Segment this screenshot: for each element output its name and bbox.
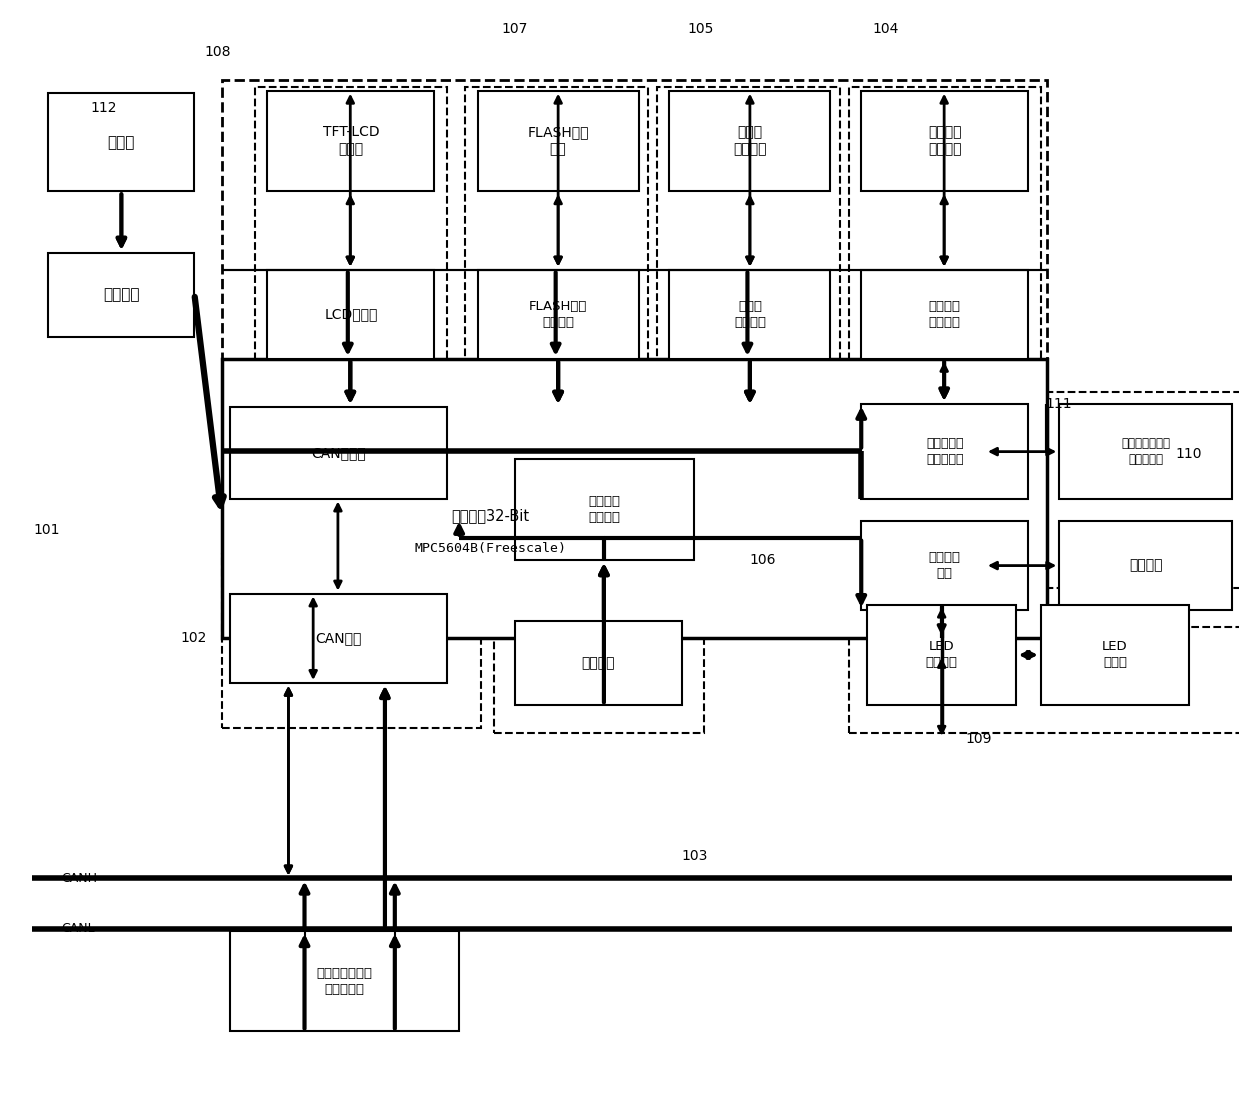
Bar — [465, 87, 649, 375]
Text: 106: 106 — [749, 553, 775, 567]
Text: 电源模块: 电源模块 — [103, 287, 140, 302]
Bar — [862, 91, 1028, 192]
Bar — [670, 270, 831, 358]
Text: 112: 112 — [91, 101, 118, 114]
Bar — [670, 91, 831, 192]
Bar — [477, 91, 639, 192]
Bar — [268, 270, 434, 358]
Text: CAN芯片: CAN芯片 — [315, 632, 362, 645]
Bar — [849, 392, 1240, 627]
Bar — [222, 358, 1047, 638]
Text: 蜂鸣器
控制电路: 蜂鸣器 控制电路 — [733, 125, 766, 157]
Bar — [862, 270, 1028, 358]
Text: 硬线信号
采集引脚: 硬线信号 采集引脚 — [589, 495, 620, 524]
Text: CAN控制器: CAN控制器 — [311, 446, 366, 459]
Text: CANH: CANH — [61, 871, 97, 885]
Bar — [862, 521, 1028, 610]
Bar — [268, 91, 434, 192]
Text: 步进电机
驱动指针: 步进电机 驱动指针 — [928, 125, 961, 157]
Bar — [222, 80, 1047, 381]
Bar — [849, 87, 1040, 375]
Bar — [231, 594, 446, 683]
Bar — [1059, 403, 1233, 498]
Bar — [1059, 521, 1233, 610]
Text: MPC5604B(Freescale): MPC5604B(Freescale) — [414, 542, 567, 556]
Text: 110: 110 — [1176, 447, 1203, 460]
Text: TFT-LCD
显示屏: TFT-LCD 显示屏 — [322, 125, 379, 157]
Text: 主控芯甇32-Bit: 主控芯甇32-Bit — [451, 507, 529, 523]
Bar — [231, 407, 446, 498]
Text: 103: 103 — [681, 849, 708, 864]
Bar — [1040, 605, 1189, 706]
Bar — [657, 87, 841, 375]
Text: 102: 102 — [180, 632, 206, 645]
Bar — [231, 931, 459, 1032]
Text: CANL: CANL — [61, 922, 94, 935]
Text: LED
信号灯: LED 信号灯 — [1102, 641, 1127, 670]
Bar — [515, 622, 682, 706]
Bar — [849, 588, 1240, 734]
Text: 蓄电池: 蓄电池 — [108, 134, 135, 150]
Text: 硬线信号: 硬线信号 — [582, 656, 615, 671]
Bar — [48, 253, 195, 336]
Text: FLASH存储
芯片: FLASH存储 芯片 — [527, 125, 589, 157]
Bar — [48, 93, 195, 192]
Text: 汽车上传感器采
集信号模块: 汽车上传感器采 集信号模块 — [316, 967, 373, 996]
Text: 111: 111 — [1045, 396, 1073, 411]
Bar — [862, 403, 1028, 498]
Text: LCD控制器: LCD控制器 — [324, 307, 378, 321]
Bar — [494, 566, 704, 734]
Bar — [222, 554, 481, 728]
Text: 步进电机
控制引脚: 步进电机 控制引脚 — [929, 300, 961, 328]
Text: 按键电路: 按键电路 — [1130, 559, 1163, 572]
Text: 蜂鸣器
控制引脚: 蜂鸣器 控制引脚 — [734, 300, 766, 328]
Text: 段码液晶芯片驱
动段码液晶: 段码液晶芯片驱 动段码液晶 — [1121, 437, 1171, 466]
Bar — [255, 87, 446, 375]
Text: 104: 104 — [873, 22, 899, 36]
Text: FLASH芯片
控制引脚: FLASH芯片 控制引脚 — [529, 300, 588, 328]
Text: LED
驱动芯片: LED 驱动芯片 — [926, 641, 957, 670]
Text: 101: 101 — [33, 523, 61, 536]
Text: 段码液晶芯
片驱动引脚: 段码液晶芯 片驱动引脚 — [926, 437, 963, 466]
Text: 108: 108 — [205, 45, 231, 58]
Text: 按键控制
引脚: 按键控制 引脚 — [929, 551, 961, 580]
Text: 105: 105 — [687, 22, 713, 36]
Text: 107: 107 — [502, 22, 528, 36]
Text: 109: 109 — [966, 731, 992, 746]
Bar — [868, 605, 1016, 706]
Bar — [515, 459, 694, 560]
Bar — [477, 270, 639, 358]
